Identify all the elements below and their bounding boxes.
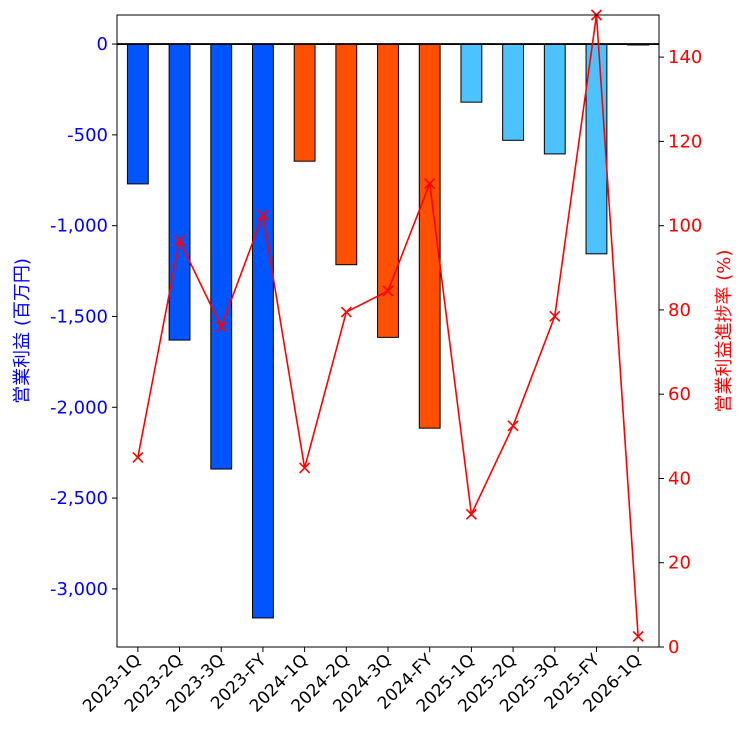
right-tick-label: 60 (668, 384, 691, 405)
marker-2025-3Q (549, 310, 561, 322)
marker-2024-1Q (299, 462, 311, 474)
bar-2024-3Q (377, 43, 399, 338)
left-tick-label: -500 (67, 125, 108, 146)
right-tick-label: 40 (668, 468, 691, 489)
right-y-axis-label: 営業利益進捗率 (%) (714, 250, 735, 413)
right-tick-label: 140 (668, 47, 702, 68)
left-y-axis: 0 -500 -1,000 -1,500 -2,000 -2,500 -3,000 (50, 34, 117, 600)
right-tick-label: 0 (668, 637, 679, 658)
right-tick-label: 100 (668, 216, 702, 237)
line-series (132, 9, 644, 643)
left-tick-label: -3,000 (50, 579, 108, 600)
bar-series (126, 43, 650, 619)
left-tick-label: -1,500 (50, 306, 108, 327)
left-tick-label: -1,000 (50, 216, 108, 237)
bar-2024-2Q (335, 43, 358, 266)
left-tick-label: -2,500 (50, 488, 108, 509)
marker-2026-1Q (632, 630, 644, 643)
marker-2024-3Q (382, 285, 394, 297)
left-y-axis-label: 営業利益 (百万円) (12, 258, 33, 404)
marker-2024-FY (424, 177, 436, 190)
bar-2025-3Q (543, 43, 566, 155)
bar-2023-1Q (126, 43, 149, 185)
bar-2025-2Q (502, 43, 524, 141)
marker-2025-2Q (507, 420, 519, 432)
marker-2023-FY (257, 209, 269, 221)
left-tick-label: -2,000 (50, 397, 108, 418)
bar-2023-2Q (168, 43, 191, 341)
left-tick-label: 0 (97, 34, 108, 55)
x-axis: 2023-1Q2023-2Q2023-3Q2023-FY2024-1Q2024-… (79, 647, 646, 717)
marker-2023-3Q (215, 321, 227, 333)
right-tick-label: 80 (668, 300, 691, 321)
bar-2025-1Q (460, 43, 483, 103)
marker-2023-1Q (132, 451, 144, 463)
right-tick-label: 120 (668, 131, 702, 152)
bar-2023-FY (252, 43, 274, 619)
bar-2024-1Q (293, 43, 316, 162)
marker-2024-2Q (340, 306, 352, 318)
bar-2023-3Q (210, 43, 233, 470)
marker-2023-2Q (173, 234, 186, 246)
marker-2025-1Q (465, 508, 477, 520)
right-tick-label: 20 (668, 553, 691, 574)
bar-2025-FY (585, 43, 608, 255)
right-y-axis: 0 20 40 60 80 100 120 140 (659, 47, 702, 658)
